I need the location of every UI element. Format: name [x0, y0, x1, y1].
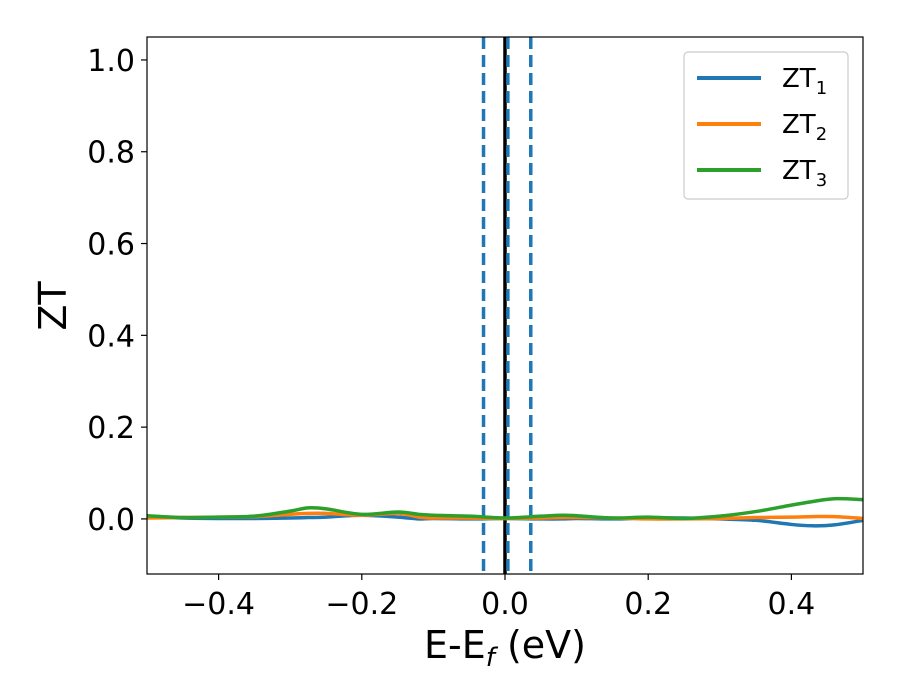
y-tick-label: 0.6 [87, 228, 135, 263]
y-axis-ticks: 0.0 0.2 0.4 0.6 0.8 1.0 [87, 44, 147, 538]
x-tick-label: −0.4 [182, 587, 255, 622]
y-axis-label: ZT [31, 281, 75, 331]
x-tick-label: 0.0 [481, 587, 529, 622]
y-tick-label: 0.4 [87, 319, 135, 354]
y-tick-label: 0.2 [87, 411, 135, 446]
legend-box [683, 51, 849, 200]
series-line-zt3 [147, 496, 863, 521]
y-tick-label: 0.8 [87, 136, 135, 171]
x-axis-ticks: −0.4 −0.2 0.0 0.2 0.4 [182, 574, 815, 622]
vertical-reference-lines [481, 37, 533, 574]
legend-label-zt3: ZT3 [782, 156, 827, 191]
legend-label-zt2: ZT2 [782, 110, 827, 145]
x-tick-label: −0.2 [325, 587, 398, 622]
data-series [147, 496, 863, 528]
y-tick-label: 0.0 [87, 503, 135, 538]
x-axis-label: E-Ef (eV) [424, 623, 586, 673]
x-tick-label: 0.2 [624, 587, 672, 622]
legend: ZT1 ZT2 ZT3 [683, 51, 849, 200]
y-tick-label: 1.0 [87, 44, 135, 79]
legend-label-zt1: ZT1 [782, 64, 827, 99]
x-tick-label: 0.4 [768, 587, 816, 622]
